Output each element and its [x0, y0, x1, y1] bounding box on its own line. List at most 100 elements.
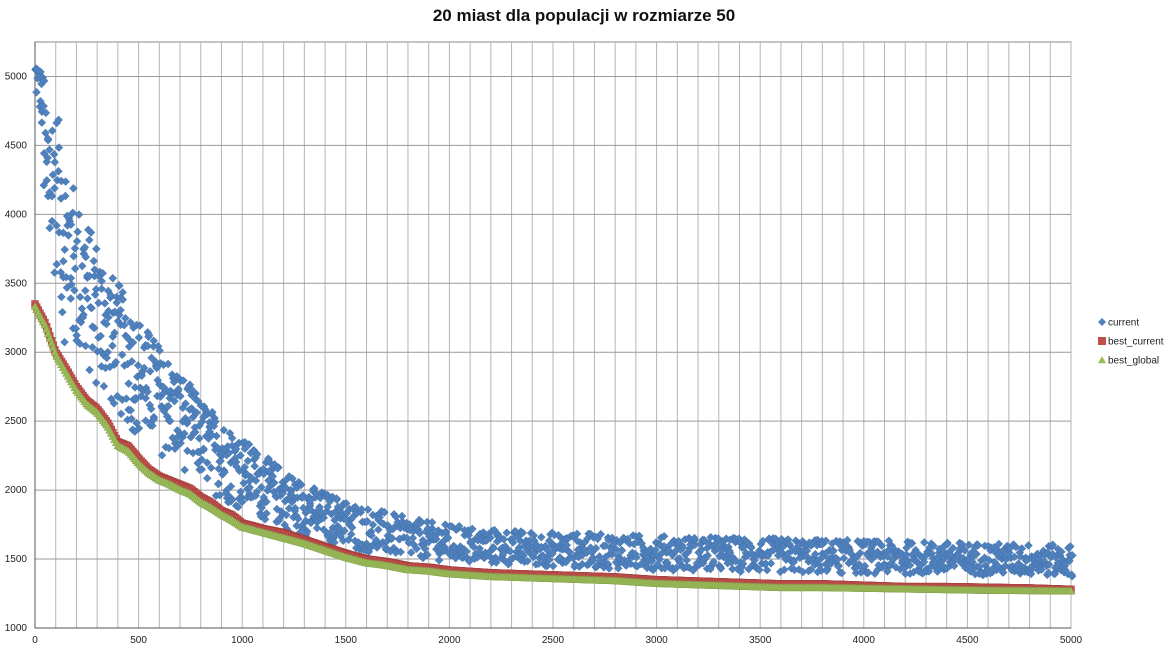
- current-point: [66, 273, 76, 283]
- current-point: [50, 268, 59, 277]
- current-point: [116, 409, 126, 419]
- y-tick-label: 2000: [5, 485, 28, 496]
- current-point: [484, 548, 494, 557]
- current-point: [363, 517, 372, 526]
- current-point: [49, 150, 59, 159]
- current-point: [368, 520, 378, 530]
- current-point: [67, 280, 76, 289]
- current-point: [632, 553, 641, 562]
- current-point: [181, 399, 190, 408]
- current-point: [164, 443, 174, 453]
- current-point: [70, 264, 80, 273]
- current-point: [197, 465, 207, 474]
- current-point: [262, 497, 271, 507]
- current-point: [135, 321, 145, 330]
- current-point: [212, 431, 221, 441]
- current-point: [133, 361, 143, 370]
- current-point: [346, 529, 356, 539]
- current-point: [877, 541, 886, 550]
- current-point: [340, 526, 349, 536]
- current-point: [454, 521, 464, 531]
- chart-title: 20 miast dla populacji w rozmiarze 50: [432, 6, 736, 25]
- current-point: [176, 391, 185, 401]
- current-point: [192, 408, 202, 417]
- current-point: [613, 564, 623, 573]
- current-point: [80, 243, 90, 252]
- current-point: [90, 323, 99, 333]
- current-point: [88, 343, 97, 352]
- current-point: [973, 540, 983, 550]
- current-point: [220, 467, 229, 477]
- x-tick-label: 0: [32, 635, 38, 646]
- current-point: [39, 76, 49, 86]
- x-tick-label: 2000: [438, 635, 461, 646]
- current-point: [236, 451, 245, 460]
- current-point: [659, 532, 669, 541]
- current-point: [61, 191, 70, 201]
- current-point: [187, 384, 196, 394]
- current-point: [77, 304, 87, 313]
- current-point: [929, 541, 938, 551]
- current-point: [231, 444, 241, 454]
- current-point: [174, 384, 183, 394]
- current-point: [596, 529, 606, 539]
- current-point: [617, 546, 627, 556]
- current-point: [146, 404, 156, 414]
- current-point: [252, 487, 262, 497]
- current-point: [70, 286, 79, 295]
- current-point: [420, 544, 430, 554]
- current-point: [240, 462, 250, 472]
- current-point: [179, 376, 188, 385]
- current-point: [165, 416, 175, 426]
- current-point: [505, 547, 515, 556]
- y-tick-label: 3500: [5, 278, 28, 289]
- current-point: [443, 533, 453, 543]
- current-point: [104, 313, 113, 322]
- current-point: [233, 502, 243, 512]
- current-point: [126, 406, 136, 415]
- current-point: [423, 550, 432, 560]
- current-point: [545, 555, 554, 565]
- best-global-point: [1066, 586, 1076, 595]
- current-point: [762, 565, 772, 575]
- current-point: [170, 396, 179, 406]
- current-point: [822, 566, 831, 576]
- current-point: [134, 333, 144, 342]
- current-point: [604, 564, 614, 573]
- current-point: [347, 523, 357, 532]
- current-point: [523, 556, 532, 566]
- current-point: [77, 261, 87, 271]
- current-point: [434, 555, 444, 565]
- current-point: [837, 568, 847, 578]
- y-tick-label: 4500: [5, 140, 28, 151]
- current-point: [191, 427, 200, 437]
- current-point: [502, 528, 512, 538]
- current-point: [489, 544, 498, 553]
- current-point: [737, 562, 747, 572]
- current-point: [139, 363, 149, 373]
- x-tick-label: 3000: [645, 635, 668, 646]
- current-point: [50, 157, 60, 167]
- current-point: [744, 564, 753, 574]
- current-point: [163, 359, 173, 369]
- current-point: [149, 414, 159, 424]
- current-point: [42, 176, 52, 185]
- current-point: [128, 338, 138, 347]
- current-point: [811, 549, 820, 559]
- current-point: [102, 353, 112, 363]
- x-tick-label: 500: [130, 635, 147, 646]
- current-point: [919, 557, 929, 567]
- current-point: [112, 298, 122, 307]
- current-point: [113, 391, 122, 401]
- current-point: [149, 336, 159, 346]
- current-point: [90, 290, 100, 299]
- current-point: [91, 378, 101, 388]
- current-point: [518, 528, 528, 538]
- current-point: [293, 514, 303, 524]
- current-point: [78, 313, 88, 322]
- current-point: [72, 236, 82, 246]
- current-point: [1050, 569, 1060, 579]
- current-point: [1066, 542, 1075, 551]
- current-point: [883, 552, 892, 561]
